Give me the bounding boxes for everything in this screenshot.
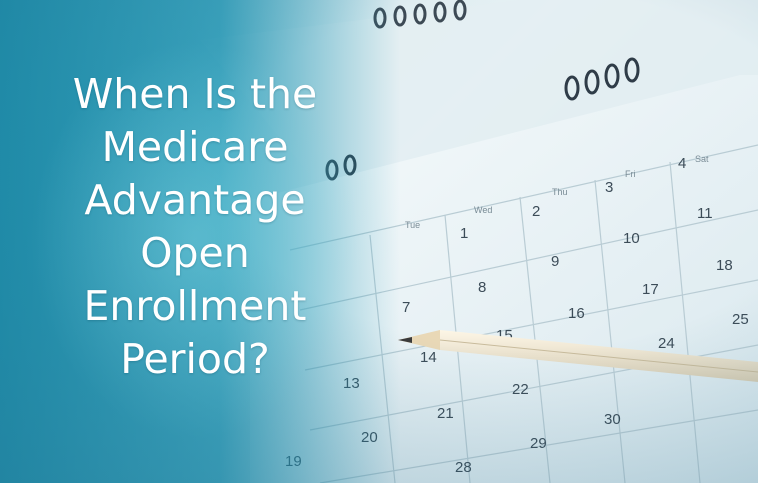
date-cell: 24: [658, 335, 675, 352]
date-cell: 29: [530, 435, 547, 452]
headline: When Is the Medicare Advantage Open Enro…: [20, 68, 370, 386]
weekday-label: Thu: [552, 187, 568, 197]
headline-line: Period?: [120, 335, 270, 383]
weekday-label: Tue: [405, 220, 420, 230]
date-cell: 2: [532, 203, 540, 220]
weekday-labels: Tue Wed Thu Fri Sat: [405, 154, 709, 230]
date-cell: 7: [402, 299, 410, 316]
date-cell: 21: [437, 405, 454, 422]
date-cell: 25: [732, 311, 749, 328]
pencil-icon: [398, 330, 758, 382]
date-cell: 18: [716, 257, 733, 274]
date-cell: 4: [678, 155, 686, 172]
weekday-label: Fri: [625, 169, 636, 179]
date-cell: 11: [697, 205, 713, 222]
date-cell: 9: [551, 253, 559, 270]
headline-line: When Is the: [72, 70, 318, 118]
weekday-label: Sat: [695, 154, 709, 164]
date-cell: 30: [604, 411, 621, 428]
date-cell: 22: [512, 381, 529, 398]
date-cell: 28: [455, 459, 472, 476]
date-cell: 1: [460, 225, 468, 242]
glow-highlight: [30, 40, 360, 440]
headline-line: Medicare: [101, 123, 289, 171]
headline-line: Advantage: [84, 176, 306, 224]
headline-line: Open: [140, 229, 250, 277]
date-cell: 8: [478, 279, 486, 296]
headline-line: Enrollment: [83, 282, 307, 330]
date-cell: 3: [605, 179, 613, 196]
date-cell: 16: [568, 305, 585, 322]
date-cell: 17: [642, 281, 659, 298]
date-cell: 14: [420, 349, 437, 366]
weekday-label: Wed: [474, 205, 492, 215]
date-cell: 10: [623, 230, 640, 247]
